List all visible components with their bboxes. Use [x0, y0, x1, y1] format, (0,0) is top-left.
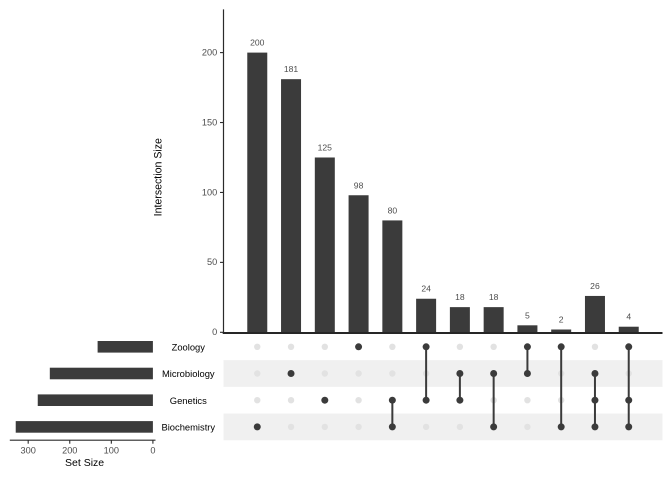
- svg-text:24: 24: [421, 284, 431, 294]
- svg-text:0: 0: [212, 327, 217, 337]
- svg-text:100: 100: [202, 187, 217, 197]
- svg-text:Intersection Size: Intersection Size: [153, 138, 165, 216]
- svg-text:181: 181: [284, 64, 299, 74]
- svg-text:18: 18: [455, 292, 465, 302]
- svg-text:200: 200: [62, 446, 77, 456]
- svg-text:98: 98: [354, 180, 364, 190]
- svg-text:125: 125: [318, 142, 333, 152]
- svg-text:Zoology: Zoology: [172, 342, 206, 353]
- svg-text:Biochemistry: Biochemistry: [161, 422, 215, 433]
- svg-text:50: 50: [207, 257, 217, 267]
- svg-text:0: 0: [150, 446, 155, 456]
- svg-text:26: 26: [590, 281, 600, 291]
- svg-text:80: 80: [388, 205, 398, 215]
- svg-text:5: 5: [525, 310, 530, 320]
- svg-text:300: 300: [21, 446, 36, 456]
- svg-text:Genetics: Genetics: [170, 395, 207, 406]
- svg-text:Set Size: Set Size: [65, 457, 104, 469]
- svg-text:150: 150: [202, 117, 217, 127]
- svg-text:100: 100: [104, 446, 119, 456]
- svg-text:2: 2: [559, 315, 564, 325]
- svg-text:4: 4: [626, 312, 631, 322]
- svg-text:Microbiology: Microbiology: [162, 368, 215, 379]
- svg-text:200: 200: [202, 47, 217, 57]
- svg-text:200: 200: [250, 38, 265, 48]
- svg-text:18: 18: [489, 292, 499, 302]
